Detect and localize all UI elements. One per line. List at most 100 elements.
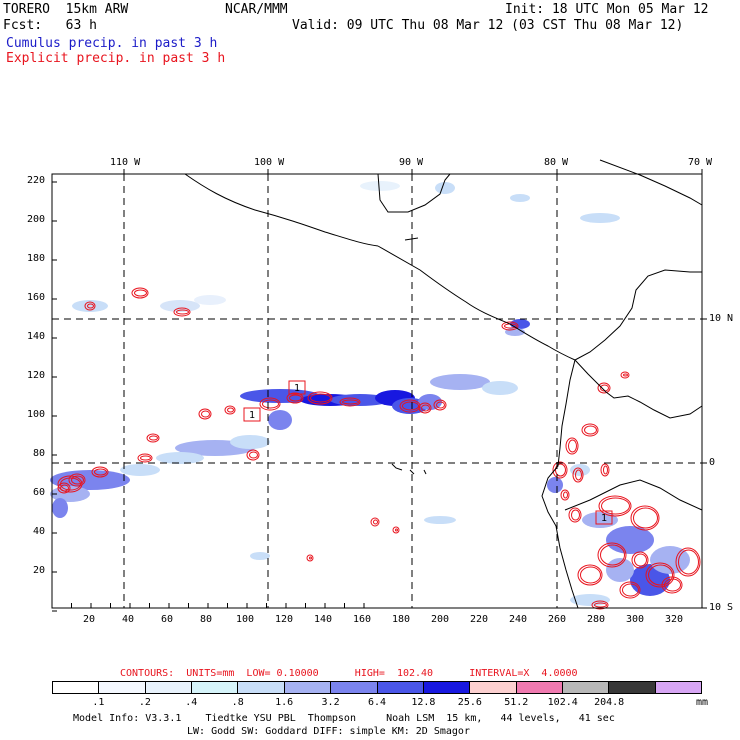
explicit-precip-contour [94, 468, 107, 476]
model-info-line1: Model Info: V3.3.1 Tiedtke YSU PBL Thomp… [73, 713, 615, 724]
cumulus-precip-area [424, 516, 456, 524]
explicit-precip-contour [597, 542, 627, 568]
coastline-layer [184, 159, 703, 609]
colorbar-tick-label: .8 [231, 697, 244, 708]
coastline [599, 159, 703, 206]
explicit-precip-contour [262, 399, 279, 409]
map-frame [51, 173, 703, 609]
x-tick-label: 300 [626, 614, 645, 625]
explicit-precip-contour [370, 517, 380, 527]
explicit-precip-contour [87, 303, 94, 309]
explicit-precip-contour [342, 399, 359, 405]
x-tick-label: 320 [665, 614, 684, 625]
colorbar-tick-label: .1 [92, 697, 105, 708]
explicit-precip-contour [645, 562, 675, 588]
explicit-precip-contour [289, 394, 302, 402]
explicit-precip-contour [568, 507, 582, 523]
explicit-precip-contour [227, 407, 234, 413]
explicit-precip-contour [552, 461, 568, 479]
max-value-box-label: 1 [601, 513, 607, 524]
coastline [574, 359, 703, 419]
explicit-precip-contour [630, 505, 660, 531]
explicit-precip-contour [622, 583, 639, 597]
cumulus-precip-area [650, 546, 690, 574]
explicit-precip-contour [675, 547, 701, 577]
explicit-precip-contour [661, 576, 683, 594]
coastline [574, 269, 702, 361]
explicit-precip-contour [286, 392, 304, 404]
axis-ticks [51, 169, 707, 612]
cumulus-precip-area [570, 594, 610, 606]
explicit-precip-contour [581, 423, 599, 437]
colorbar-tick-label: 25.6 [457, 697, 482, 708]
x-tick-label: 140 [314, 614, 333, 625]
x-tick-label: 160 [353, 614, 372, 625]
cumulus-precip-area [120, 464, 160, 476]
explicit-precip-contour [575, 469, 582, 481]
contours-info: CONTOURS: UNITS=mm LOW= 0.10000 HIGH= 10… [120, 668, 578, 679]
x-tick-label: 120 [275, 614, 294, 625]
explicit-precip-contour [580, 566, 601, 584]
lat-label: 10 S [709, 602, 734, 613]
explicit-precip-contour [310, 393, 331, 403]
y-tick-label: 80 [33, 448, 46, 459]
lon-label: 80 W [544, 157, 569, 168]
cumulus-precip-area [360, 181, 400, 191]
explicit-precip-contour [173, 307, 191, 317]
colorbar-tick-label: 102.4 [547, 697, 578, 708]
lon-label: 110 W [110, 157, 141, 168]
coastline [423, 469, 427, 475]
explicit-precip-contour [402, 401, 419, 411]
x-tick-label: 80 [200, 614, 213, 625]
cumulus-precip-area [240, 389, 320, 403]
explicit-precip-contour [395, 528, 398, 532]
colorbar-tick-label: 3.2 [321, 697, 340, 708]
explicit-precip-contour [594, 602, 607, 608]
coastline [377, 173, 451, 213]
explicit-precip-contour [307, 391, 333, 405]
explicit-precip-contour [339, 397, 361, 407]
coastline [541, 359, 579, 609]
colorbar-swatch [284, 682, 332, 693]
colorbar-swatch [562, 682, 610, 693]
coastline [391, 463, 415, 475]
organization: NCAR/MMM [225, 2, 288, 17]
cumulus-precip-area [482, 381, 518, 395]
explicit-precip-contour [373, 519, 378, 525]
explicit-precip-contour [68, 473, 86, 487]
explicit-precip-contour [392, 526, 400, 534]
y-tick-label: 180 [27, 253, 46, 264]
explicit-precip-contour [623, 373, 628, 377]
cumulus-precip-area [230, 435, 270, 449]
lon-label: 90 W [399, 157, 424, 168]
lon-label: 100 W [254, 157, 285, 168]
explicit-precip-contour [421, 404, 430, 412]
explicit-precip-contour [176, 309, 189, 315]
lat-label: 0 [709, 457, 716, 468]
cumulus-precip-area [606, 526, 654, 554]
colorbar-swatch [53, 682, 100, 693]
box-label-layer: 1 1 1 [243, 380, 613, 525]
y-tick-label: 100 [27, 409, 46, 420]
init-time: Init: 18 UTC Mon 05 Mar 12 [505, 2, 709, 17]
explicit-precip-contour [565, 437, 579, 455]
explicit-precip-contour [140, 455, 151, 461]
cumulus-precip-area [547, 477, 563, 493]
explicit-precip-contour [57, 482, 71, 494]
explicit-precip-contour [134, 289, 147, 297]
x-tick-label: 100 [236, 614, 255, 625]
explicit-precip-contour [584, 425, 597, 435]
colorbar-swatch [655, 682, 702, 693]
colorbar-swatch [377, 682, 424, 693]
colorbar-swatch [609, 682, 656, 693]
colorbar-tick-label: 51.2 [504, 697, 529, 708]
max-value-box-label: 1 [294, 383, 300, 394]
explicit-precip-contour [619, 581, 641, 599]
explicit-precip-contour [259, 397, 281, 411]
x-tick-label: 280 [587, 614, 606, 625]
y-tick-label: 20 [33, 565, 46, 576]
y-tick-label: 200 [27, 214, 46, 225]
y-tick-label: 40 [33, 526, 46, 537]
explicit-precip-contour [149, 435, 158, 441]
explicit-precip-contour [568, 439, 577, 453]
